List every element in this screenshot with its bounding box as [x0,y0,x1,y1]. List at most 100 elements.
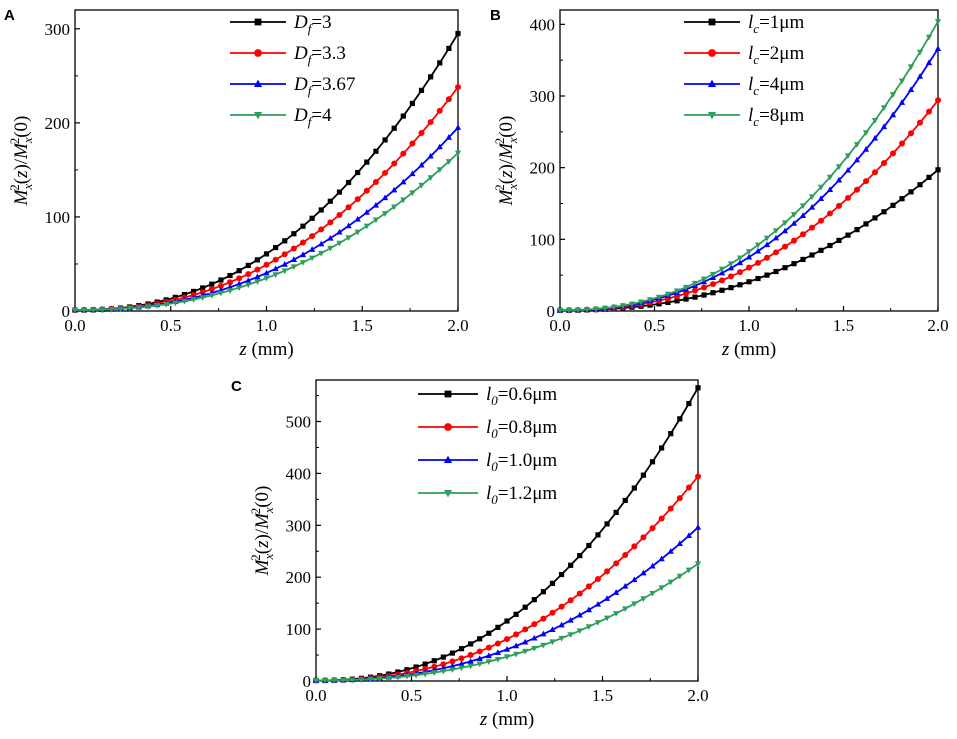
data-point [925,59,933,66]
legend-label: l0=0.8μm [486,417,557,441]
data-point [808,194,816,201]
data-point [376,676,383,682]
data-point [567,616,574,623]
data-point [898,99,906,105]
series-line [74,33,459,311]
data-point [71,307,79,314]
data-point [871,118,879,124]
y-tick-label: 500 [286,413,312,432]
data-point [835,164,843,171]
data-point [485,644,492,651]
data-point [808,203,816,210]
data-point [345,179,352,186]
data-point [925,34,933,41]
data-point [676,540,683,546]
data-point [745,253,753,260]
data-point [309,215,315,221]
y-tick-label: 100 [45,208,71,227]
series-line [559,99,939,312]
data-point [428,74,434,80]
data-point [764,272,770,278]
data-point [683,290,689,297]
data-point [409,140,416,147]
data-point [226,288,234,294]
data-point [576,628,583,635]
data-point [290,256,297,263]
data-point [727,264,735,271]
data-point [558,603,565,610]
data-point [263,261,270,268]
data-point [637,299,645,306]
legend-marker [707,111,717,120]
data-point [863,178,869,185]
data-point [763,241,771,248]
data-point [190,288,197,295]
data-point [449,662,456,669]
data-point [601,305,609,312]
data-point [436,167,443,174]
data-point [790,212,798,218]
data-point [863,221,869,227]
data-point [467,657,474,664]
data-point [835,176,843,183]
series-lc=1μm [557,167,941,313]
data-point [683,296,689,302]
data-point [300,223,306,229]
data-point [263,251,270,257]
data-point [818,217,824,224]
data-point [682,284,690,291]
data-point [719,287,725,293]
data-point [853,142,861,148]
data-point [340,677,347,684]
legend-label: l0=0.6μm [486,384,557,408]
y-tick-label: 200 [286,568,312,587]
data-point [827,242,833,249]
data-point [200,285,206,291]
data-point [755,259,761,266]
data-point [427,119,434,126]
series-l0=0.8μm [313,473,701,684]
data-point [454,124,462,130]
data-point [272,265,279,272]
data-point [649,562,656,569]
data-point [880,105,888,112]
data-point [773,268,779,275]
data-point [613,589,620,595]
data-point [755,275,761,282]
data-point [710,290,716,296]
legend-label: lc=8μm [748,105,804,129]
data-point [254,266,261,273]
series-lc=8μm [556,19,942,314]
y-tick-label: 100 [286,620,312,639]
data-point [686,400,692,407]
data-point [604,521,610,527]
data-point [90,307,97,314]
series-Df=4 [71,150,462,314]
y-tick-label: 300 [286,516,312,535]
data-point [631,576,638,583]
data-point [208,286,215,293]
data-point [126,305,133,312]
data-point [817,184,825,191]
data-point [400,150,407,157]
data-point [836,202,842,209]
data-point [899,140,905,147]
x-axis-label: z (mm) [479,709,534,730]
data-point [737,282,743,288]
data-point [649,459,656,465]
data-point [719,277,725,284]
data-point [449,650,456,656]
data-point [172,300,179,307]
data-point [135,305,142,311]
data-point [809,224,815,231]
data-point [872,215,878,221]
y-axis-label: Mx2(z)/Mx2(0) [248,486,276,577]
data-point [458,665,465,672]
data-point [272,256,279,263]
data-point [458,655,465,662]
x-tick-label: 0.5 [160,316,181,335]
data-point [659,445,665,451]
data-point [409,100,416,107]
legend-item: Df=4 [230,105,332,129]
data-point [345,235,352,241]
